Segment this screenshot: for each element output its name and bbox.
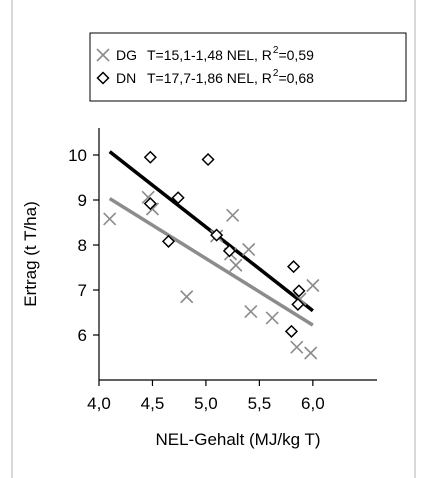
data-point-dg	[226, 208, 240, 222]
data-point-dg	[103, 212, 117, 226]
y-axis-ticks: 6 7 8 9 10	[68, 146, 99, 345]
legend-r2-dn: =0,68	[278, 70, 314, 86]
x-tick-label: 4,0	[87, 394, 111, 413]
regression-lines	[108, 150, 314, 327]
plot-axes	[98, 128, 377, 381]
legend-equation-dn: T=17,7-1,86 NEL, R	[147, 70, 272, 86]
data-point-dn	[222, 244, 237, 258]
x-axis-title: NEL-Gehalt (MJ/kg T)	[155, 430, 320, 449]
x-tick-label: 6,0	[301, 394, 325, 413]
data-points	[103, 150, 320, 360]
data-point-dg	[244, 305, 258, 319]
x-tick-label: 5,5	[248, 394, 272, 413]
data-point-dg	[304, 346, 318, 360]
data-point-dg	[242, 242, 256, 257]
data-point-dn	[143, 150, 157, 164]
y-tick-label: 7	[78, 281, 87, 300]
y-tick-label: 6	[78, 326, 87, 345]
data-point-dn	[161, 234, 176, 248]
x-axis-ticks: 4,0 4,5 5,0 5,5 6,0	[87, 380, 325, 413]
legend-label-dn: DN	[116, 70, 136, 86]
legend-marker-x-icon	[96, 48, 110, 62]
legend-r2-dg: =0,59	[278, 47, 314, 63]
data-point-dg	[229, 258, 243, 272]
data-point-dg	[180, 290, 194, 304]
y-tick-label: 10	[68, 146, 87, 165]
data-point-dg	[265, 311, 279, 325]
y-tick-label: 9	[78, 191, 87, 210]
data-point-dn	[287, 260, 301, 274]
legend-marker-diamond-icon	[96, 71, 110, 85]
legend-equation-dg: T=15,1-1,48 NEL, R	[147, 47, 272, 63]
legend-entry-dg: DG T=15,1-1,48 NEL, R 2 =0,59	[96, 45, 314, 63]
legend-superscript-dn: 2	[273, 68, 279, 79]
legend-x-marker	[96, 48, 110, 62]
x-tick-label: 4,5	[141, 394, 165, 413]
x-tick-label: 5,0	[194, 394, 218, 413]
data-point-dg	[306, 278, 320, 293]
legend-superscript-dg: 2	[273, 45, 279, 56]
data-point-dn	[284, 324, 299, 338]
regression-line-dg	[108, 197, 314, 327]
legend-diamond-marker	[96, 71, 110, 85]
data-point-dn	[143, 197, 157, 211]
data-point-dn	[171, 191, 185, 205]
y-axis-title: Ertrag (t T/ha)	[21, 201, 40, 307]
legend-entry-dn: DN T=17,7-1,86 NEL, R 2 =0,68	[96, 68, 314, 86]
legend: DG T=15,1-1,48 NEL, R 2 =0,59 DN T=17,7-…	[89, 32, 407, 102]
data-point-dn	[291, 297, 305, 311]
y-tick-label: 8	[78, 236, 87, 255]
data-point-dn	[210, 228, 224, 242]
data-point-dn	[292, 284, 306, 298]
data-point-dg	[290, 340, 304, 354]
legend-label-dg: DG	[116, 47, 137, 63]
legend-box	[89, 32, 407, 102]
data-point-dn	[201, 152, 215, 167]
